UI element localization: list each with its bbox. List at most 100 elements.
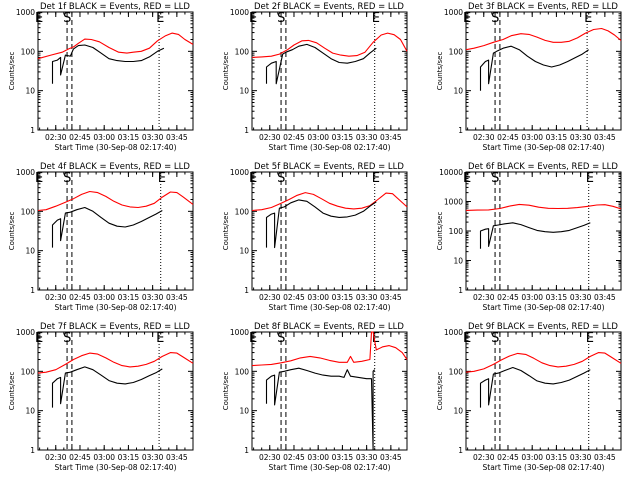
- x-tick-label: 02:30: [259, 293, 281, 302]
- x-axis-label: Start Time (30-Sep-08 02:17:40): [269, 463, 391, 472]
- series-line-events: [265, 199, 377, 249]
- x-tick-label: 03:30: [570, 453, 592, 462]
- x-axis-label: Start Time (30-Sep-08 02:17:40): [55, 303, 177, 312]
- y-tick-label: 1: [458, 126, 463, 135]
- y-tick-label: 10: [25, 247, 35, 256]
- event-marker-label: E: [463, 331, 471, 346]
- panel-title: Det 8f BLACK = Events, RED = LLD: [254, 322, 404, 332]
- x-tick-label: 03:15: [546, 453, 568, 462]
- series-line-events: [51, 366, 163, 408]
- series-line-lld: [465, 352, 622, 373]
- y-axis-label: Counts/sec: [222, 372, 230, 411]
- x-axis-label: Start Time (30-Sep-08 02:17:40): [269, 143, 391, 152]
- plot-frame: [465, 11, 622, 131]
- detector-panel: Det 2f BLACK = Events, RED = LLD 1 10 100 10…: [222, 2, 408, 152]
- x-tick-label: 03:45: [594, 293, 616, 302]
- y-tick-label: 1000: [230, 168, 249, 177]
- series-line-events: [51, 206, 163, 248]
- event-marker-label: S: [63, 331, 71, 346]
- x-tick-label: 02:30: [259, 133, 281, 142]
- x-tick-label: 02:30: [473, 453, 495, 462]
- y-tick-label: 100: [235, 47, 250, 56]
- y-tick-label: 1000: [444, 8, 463, 17]
- x-tick-label: 03:00: [521, 453, 543, 462]
- series-line-lld: [37, 352, 194, 374]
- y-tick-label: 100: [21, 207, 36, 216]
- y-tick-label: 100: [449, 47, 464, 56]
- x-tick-label: 02:45: [283, 133, 305, 142]
- event-marker-label: E: [586, 331, 594, 346]
- series-line-events: [479, 222, 591, 249]
- x-tick-label: 03:00: [93, 133, 115, 142]
- event-marker-label: E: [463, 171, 471, 186]
- event-marker-label: E: [372, 11, 380, 26]
- series-line-events: [479, 45, 590, 91]
- x-tick-label: 03:15: [332, 453, 354, 462]
- y-tick-label: 10: [25, 87, 35, 96]
- event-marker-label: E: [249, 171, 257, 186]
- panel-title: Det 3f BLACK = Events, RED = LLD: [468, 2, 618, 12]
- y-tick-label: 10: [25, 407, 35, 416]
- y-tick-label: 10: [453, 257, 463, 266]
- x-tick-label: 03:30: [570, 133, 592, 142]
- series-line-events: [51, 44, 165, 84]
- x-tick-label: 03:15: [118, 293, 140, 302]
- y-tick-label: 10: [239, 87, 249, 96]
- y-tick-label: 1: [30, 286, 35, 295]
- x-axis-label: Start Time (30-Sep-08 02:17:40): [483, 143, 605, 152]
- x-tick-label: 02:30: [259, 453, 281, 462]
- detector-panel: Det 3f BLACK = Events, RED = LLD 1 10 100 10…: [436, 2, 622, 152]
- event-marker-label: S: [63, 171, 71, 186]
- y-tick-label: 1000: [16, 8, 35, 17]
- detector-panel: Det 9f BLACK = Events, RED = LLD 1 10 100 10…: [436, 322, 622, 472]
- series-line-events: [265, 43, 377, 85]
- plot-frame: [251, 11, 408, 131]
- y-tick-label: 1: [30, 126, 35, 135]
- event-marker-label: E: [156, 11, 164, 26]
- x-tick-label: 03:30: [142, 293, 164, 302]
- panel-title: Det 2f BLACK = Events, RED = LLD: [254, 2, 404, 12]
- event-marker-label: E: [156, 331, 164, 346]
- panel-title: Det 5f BLACK = Events, RED = LLD: [254, 162, 404, 172]
- y-tick-label: 10: [239, 407, 249, 416]
- panel-title: Det 7f BLACK = Events, RED = LLD: [40, 322, 190, 332]
- event-marker-label: S: [277, 331, 285, 346]
- y-tick-label: 1000: [16, 328, 35, 337]
- x-tick-label: 02:30: [473, 133, 495, 142]
- y-tick-label: 100: [235, 367, 250, 376]
- series-line-lld: [251, 192, 408, 212]
- event-marker-label: S: [63, 11, 71, 26]
- event-marker-label: S: [491, 331, 499, 346]
- y-tick-label: 1000: [230, 328, 249, 337]
- series-line-lld: [37, 190, 194, 212]
- y-tick-label: 10: [453, 87, 463, 96]
- event-marker-label: E: [249, 331, 257, 346]
- detector-panel: Det 5f BLACK = Events, RED = LLD 1 10 100 10…: [222, 162, 408, 312]
- event-marker-label: S: [491, 11, 499, 26]
- x-tick-label: 03:15: [332, 133, 354, 142]
- series-line-events: [479, 366, 591, 408]
- x-tick-label: 02:45: [69, 133, 91, 142]
- y-tick-label: 1: [458, 446, 463, 455]
- y-tick-label: 1000: [16, 168, 35, 177]
- detector-panel: Det 1f BLACK = Events, RED = LLD 1 10 100 10…: [8, 2, 194, 152]
- panel-title: Det 4f BLACK = Events, RED = LLD: [40, 162, 190, 172]
- x-tick-label: 03:00: [93, 293, 115, 302]
- detector-panel: Det 7f BLACK = Events, RED = LLD 1 10 100 10…: [8, 322, 194, 472]
- plot-frame: [251, 331, 408, 451]
- y-tick-label: 10: [453, 407, 463, 416]
- x-tick-label: 03:15: [546, 293, 568, 302]
- event-marker-label: E: [158, 171, 166, 186]
- y-axis-label: Counts/sec: [8, 212, 16, 251]
- series-line-lld: [465, 27, 622, 51]
- series-line-lld: [465, 203, 622, 211]
- y-tick-label: 1000: [444, 198, 463, 207]
- y-axis-label: Counts/sec: [222, 52, 230, 91]
- series-line-lld: [251, 331, 408, 367]
- event-marker-label: E: [586, 171, 594, 186]
- event-marker-label: E: [249, 11, 257, 26]
- y-tick-label: 1: [244, 446, 249, 455]
- event-marker-label: E: [372, 331, 380, 346]
- y-tick-label: 10: [239, 247, 249, 256]
